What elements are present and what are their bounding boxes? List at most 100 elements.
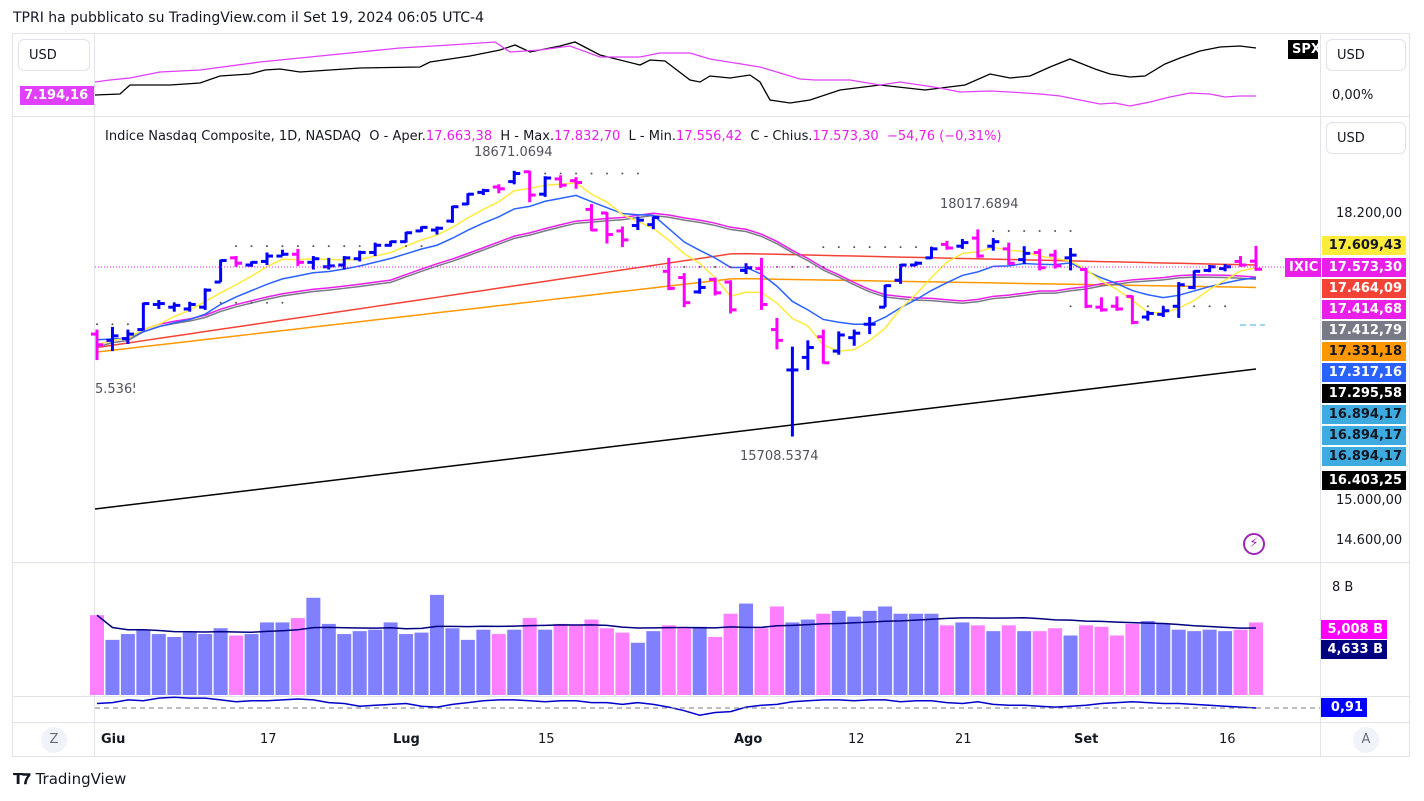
auto-scale-button[interactable]: A: [1353, 727, 1379, 753]
ohlc-bar: [848, 329, 861, 346]
ohlc-bar: [477, 188, 490, 196]
pivot-dot: [698, 265, 701, 268]
volume-tag: 5,008 B: [1321, 620, 1387, 639]
sma-20-line: [96, 212, 1257, 346]
volume-bar: [460, 639, 475, 695]
volume-bar: [769, 606, 784, 695]
scale-label: 15.000,00: [1336, 493, 1403, 508]
volume-bars: [90, 594, 1263, 695]
high-value: 17.832,70: [554, 129, 621, 144]
volume-bar: [399, 634, 414, 695]
volume-bar: [816, 613, 831, 695]
ohlc-bar: [616, 226, 629, 248]
pivot-dot: [915, 246, 918, 249]
published-header: TPRI ha pubblicato su TradingView.com il…: [13, 10, 484, 26]
lightning-icon[interactable]: ⚡: [1243, 533, 1265, 555]
pivot-dot: [575, 172, 578, 175]
pivot-dot: [219, 301, 222, 304]
ohlc-bar: [539, 176, 552, 197]
pivot-dot: [559, 172, 562, 175]
pivot-dot: [822, 246, 825, 249]
volume-bar: [939, 625, 954, 695]
ohlc-bars: [91, 170, 1262, 437]
volume-bar: [90, 615, 104, 695]
ohlc-bar: [307, 256, 320, 270]
pivot-dots: [96, 172, 1227, 326]
ohlc-bar: [940, 240, 953, 250]
volume-bar: [429, 594, 444, 695]
ohlc-bar: [925, 247, 938, 260]
high-label: H - Max.: [500, 129, 555, 144]
oscillator-tag: 0,91: [1321, 698, 1367, 717]
pivot-dot: [1038, 229, 1041, 232]
spx-compare-line: [94, 41, 1257, 104]
sma-5-line: [96, 182, 1257, 352]
currency-button-compare-left[interactable]: USD: [18, 39, 90, 71]
pivot-dot: [806, 265, 809, 268]
ohlc-bar: [199, 288, 212, 310]
volume-bar: [352, 631, 367, 695]
close-label: C - Chius.: [750, 129, 813, 144]
ohlc-bar: [1033, 248, 1046, 271]
pivot-dot: [235, 245, 238, 248]
ohlc-bar: [415, 225, 428, 233]
pivot-dot: [1054, 229, 1057, 232]
ohlc-bar: [230, 256, 243, 267]
pivot-dot: [343, 245, 346, 248]
volume-bar: [924, 613, 939, 695]
ohlc-bar: [369, 242, 382, 257]
pane-divider: [12, 722, 1410, 723]
pivot-dot: [327, 245, 330, 248]
right-axis-divider: [1320, 34, 1321, 756]
volume-bar: [970, 625, 985, 695]
time-tick: 21: [955, 732, 972, 747]
brand-name: TradingView: [35, 770, 127, 788]
ohlc-bar: [755, 257, 768, 310]
ohlc-bar: [1126, 294, 1139, 325]
currency-button-main[interactable]: USD: [1326, 122, 1406, 154]
pane-divider: [12, 116, 1410, 117]
volume-bar: [1171, 629, 1186, 695]
high-annotation: 18671.0694: [474, 145, 553, 160]
currency-button-compare-right[interactable]: USD: [1326, 39, 1406, 71]
price-tag: 16.894,17: [1322, 426, 1406, 445]
price-tag: 17.609,43: [1322, 236, 1406, 255]
ohlc-bar: [570, 177, 583, 189]
pivot-dot: [296, 245, 299, 248]
volume-bar: [213, 628, 228, 695]
price-tag: 17.573,30: [1322, 258, 1406, 277]
pivot-dot: [992, 229, 995, 232]
spx-symbol-badge: SPX: [1288, 40, 1321, 59]
zoom-reset-button[interactable]: Z: [41, 727, 67, 753]
price-tag: 17.412,79: [1322, 321, 1406, 340]
pivot-dot: [868, 246, 871, 249]
volume-bar: [708, 636, 723, 695]
moving-averages: [94, 182, 1257, 510]
ohlc-bar: [693, 278, 706, 294]
time-tick: Set: [1074, 732, 1099, 747]
open-value: 17.663,38: [425, 129, 493, 144]
volume-bar: [182, 632, 197, 695]
pivot-dot: [899, 246, 902, 249]
tradingview-brand[interactable]: T𝟕 TradingView: [13, 770, 126, 788]
volume-bar: [630, 642, 645, 695]
ohlc-bar: [384, 240, 397, 247]
volume-bar: [368, 629, 383, 695]
symbol-name[interactable]: Indice Nasdaq Composite, 1D, NASDAQ: [105, 129, 362, 144]
high-annotation-2: 18017.6894: [940, 197, 1019, 212]
volume-bar: [1109, 635, 1124, 695]
volume-bar: [259, 622, 274, 695]
pivot-dot: [605, 172, 608, 175]
volume-bar: [151, 634, 166, 695]
volume-bar: [1048, 628, 1063, 695]
ohlc-legend: Indice Nasdaq Composite, 1D, NASDAQ O - …: [105, 129, 1002, 144]
volume-bar: [584, 619, 599, 695]
scale-label: 14.600,00: [1336, 533, 1403, 548]
ohlc-bar: [647, 215, 660, 230]
close-value: 17.573,30: [812, 129, 879, 144]
ohlc-bar: [1049, 249, 1062, 269]
ohlc-bar: [1110, 296, 1123, 311]
volume-ma-line: [96, 614, 1257, 633]
volume-bar: [569, 625, 584, 695]
